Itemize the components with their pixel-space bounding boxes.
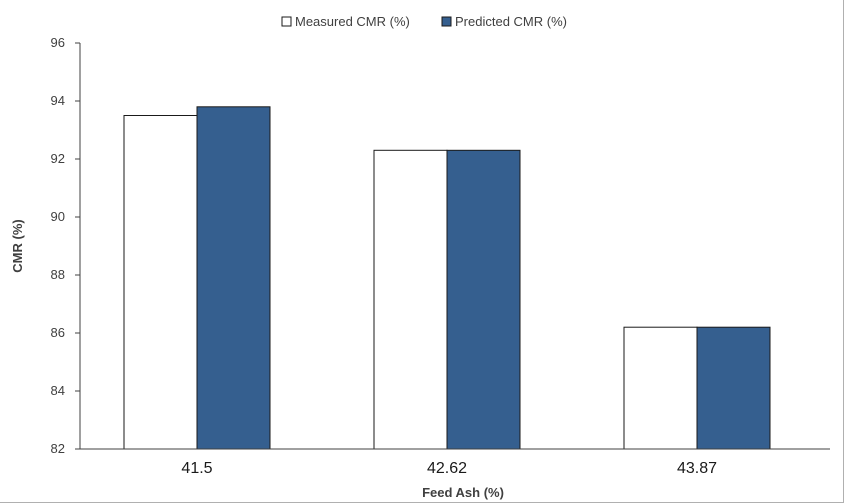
y-tick-label: 86: [51, 325, 65, 340]
y-tick-label: 90: [51, 209, 65, 224]
x-tick-label: 43.87: [677, 460, 717, 477]
y-tick-label: 96: [51, 35, 65, 50]
bar-predicted: [696, 326, 771, 450]
x-axis-categories: 41.5 42.62 43.87: [181, 460, 717, 477]
y-tick-label: 82: [51, 441, 65, 456]
legend-item-predicted-swatch: [441, 16, 452, 27]
legend-item-measured-swatch: [281, 16, 292, 27]
x-tick-label: 41.5: [181, 460, 212, 477]
y-axis-ticks: 82 84 86 88 90 92 94 96: [51, 35, 80, 456]
legend: Measured CMR (%) Predicted CMR (%): [281, 14, 567, 29]
legend-item-predicted-label: Predicted CMR (%): [455, 14, 567, 29]
legend-item-measured-label: Measured CMR (%): [295, 14, 410, 29]
bar-measured: [623, 326, 698, 450]
y-tick-label: 94: [51, 93, 65, 108]
x-tick-label: 42.62: [427, 460, 467, 477]
y-tick-label: 84: [51, 383, 65, 398]
y-tick-label: 92: [51, 151, 65, 166]
bar-predicted: [196, 106, 271, 450]
y-axis-title: CMR (%): [10, 219, 25, 272]
bar-predicted: [446, 149, 521, 450]
bars: [123, 106, 771, 450]
x-axis-title: Feed Ash (%): [422, 485, 504, 500]
bar-measured: [123, 115, 198, 450]
y-tick-label: 88: [51, 267, 65, 282]
bar-measured: [373, 149, 448, 450]
